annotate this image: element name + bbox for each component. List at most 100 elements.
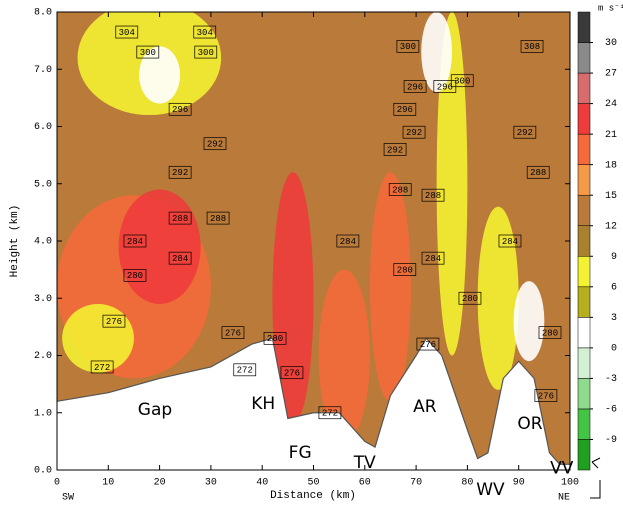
speed-region — [118, 189, 201, 304]
colorbar-swatch — [577, 72, 591, 104]
contour-label-box — [168, 102, 192, 116]
contour-label-box — [458, 291, 482, 305]
x-tick-label: 0 — [54, 478, 60, 489]
contour-label: 292 — [172, 168, 188, 178]
x-tick-label: 90 — [513, 478, 525, 489]
contour-label: 292 — [517, 128, 533, 138]
contour-label-box — [393, 263, 417, 276]
contour-label-box — [123, 269, 147, 282]
contour-label-box — [221, 326, 245, 339]
x-end-label: SW — [62, 493, 74, 504]
speed-region — [62, 303, 134, 373]
x-tick-label: 10 — [102, 478, 114, 489]
colorbar-swatch — [577, 317, 591, 349]
speed-region — [369, 172, 411, 402]
speed-region — [318, 269, 370, 442]
colorbar-tick-label: -3 — [605, 374, 617, 385]
contour-label: 288 — [172, 214, 188, 224]
contour-label: 300 — [198, 48, 214, 58]
field — [57, 12, 570, 470]
colorbar-swatch — [577, 439, 591, 471]
contour-label: 288 — [425, 191, 441, 201]
contour-label-box — [263, 331, 287, 345]
contour-label-box — [123, 234, 147, 248]
contour-label: 276 — [538, 391, 554, 401]
colorbar-tick-label: 18 — [605, 160, 617, 171]
contour-label: 288 — [530, 168, 546, 178]
colorbar-swatch — [577, 225, 591, 257]
y-tick-label: 8.0 — [34, 8, 52, 19]
contour-label: 284 — [425, 254, 441, 264]
contour-label: 284 — [340, 237, 356, 247]
contour-label-box — [520, 39, 544, 53]
contour-label-box — [233, 363, 257, 377]
colorbar-tick-label: 15 — [605, 191, 617, 202]
colorbar-tick-label: 9 — [611, 252, 617, 263]
colorbar-tick-label: 24 — [605, 99, 617, 110]
contour-label-box — [168, 211, 192, 225]
colorbar-tick-label: 0 — [611, 344, 617, 355]
contour-label-box — [433, 80, 457, 93]
x-tick-label: 40 — [256, 478, 268, 489]
annotation: TV — [353, 453, 376, 473]
contour-label-box — [168, 251, 192, 265]
contour-label: 292 — [207, 140, 223, 150]
colorbar-swatch — [577, 103, 591, 135]
speed-region — [513, 281, 545, 362]
contour-label-box — [136, 45, 160, 59]
contour-label-box — [102, 314, 126, 328]
terrain-fill — [57, 338, 570, 470]
contour-label: 272 — [94, 363, 110, 373]
contour-label-box — [318, 406, 342, 420]
contour-label-box — [534, 389, 558, 402]
contour-label: 284 — [127, 237, 143, 247]
contour-label-box — [416, 337, 440, 351]
contour-label-box — [383, 143, 407, 156]
contour-label: 280 — [397, 266, 413, 276]
speed-region — [477, 206, 519, 390]
x-tick-label: 70 — [410, 478, 422, 489]
annotation: FG — [289, 443, 312, 463]
contour-label-box — [388, 183, 412, 196]
contour-label-box — [396, 39, 420, 53]
contour-label-box — [421, 188, 445, 202]
contour-label: 284 — [172, 254, 188, 264]
y-tick-label: 3.0 — [34, 294, 52, 305]
y-tick-label: 5.0 — [34, 179, 52, 190]
x-tick-label: 50 — [307, 478, 319, 489]
contour-label: 300 — [454, 77, 470, 87]
colorbar-tick-label: -9 — [605, 435, 617, 446]
contour-label-box — [421, 251, 445, 265]
contour-label: 296 — [437, 82, 453, 92]
colorbar-tick-label: 12 — [605, 221, 617, 232]
colorbar-swatch — [577, 11, 591, 43]
colorbar-swatch — [577, 286, 591, 318]
y-tick-label: 4.0 — [34, 237, 52, 248]
x-axis-label: Distance (km) — [270, 490, 356, 502]
colorbar-swatch — [577, 164, 591, 196]
x-tick-label: 20 — [154, 478, 166, 489]
colorbar-swatch — [577, 256, 591, 288]
contour-label-box — [498, 234, 522, 248]
contour-label-box — [280, 366, 304, 380]
contour-label: 276 — [106, 317, 122, 327]
contour-label: 280 — [542, 328, 558, 338]
x-tick-label: 80 — [461, 478, 473, 489]
contour-label: 276 — [284, 369, 300, 379]
contour-label: 296 — [407, 82, 423, 92]
contour-label: 272 — [237, 366, 253, 376]
contour-label: 280 — [127, 271, 143, 281]
colorbar-tick-label: -6 — [605, 405, 617, 416]
x-tick-label: 100 — [561, 478, 579, 489]
contour-label-box — [90, 360, 114, 374]
contour-label-box — [206, 211, 230, 225]
colorbar-tick-label: 21 — [605, 130, 617, 141]
x-tick-label: 60 — [359, 478, 371, 489]
contour-label: 280 — [267, 334, 283, 344]
y-tick-label: 0.0 — [34, 466, 52, 477]
contour-label: 288 — [210, 214, 226, 224]
contour-label: 276 — [225, 328, 241, 338]
contour-label-box — [193, 25, 217, 39]
annotation: VV — [550, 458, 574, 478]
contour-label-box — [203, 137, 227, 151]
